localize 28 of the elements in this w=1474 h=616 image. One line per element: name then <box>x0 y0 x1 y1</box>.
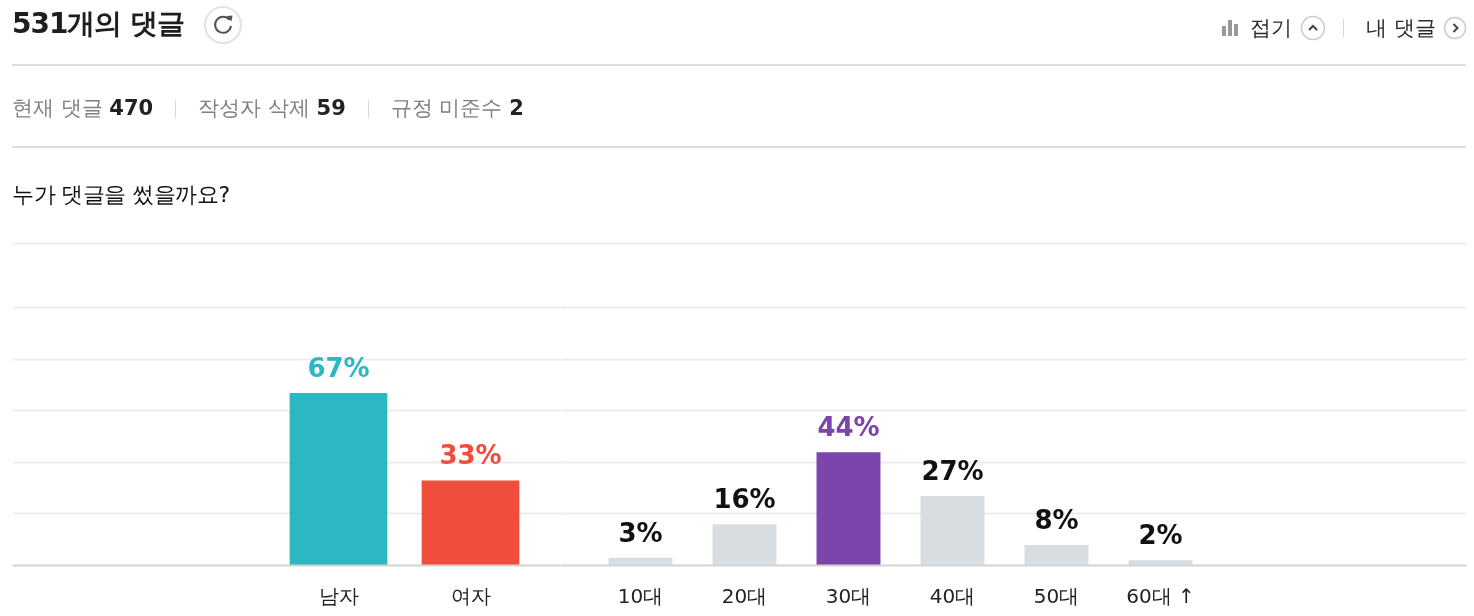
text: 접기 <box>1250 15 1292 42</box>
x-tick-label: 여자 <box>450 583 491 608</box>
x-tick-label: 60대 ↑ <box>1126 583 1195 608</box>
text: 내 댓글 <box>1366 15 1436 42</box>
data-label: 16% <box>713 484 776 515</box>
data-label: 67% <box>307 352 370 383</box>
x-tick-label: 50대 <box>1033 583 1080 608</box>
text: 현재 댓글 470 <box>12 96 154 120</box>
x-tick-label: 20대 <box>721 583 768 608</box>
text: 규정 미준수 2 <box>390 96 524 120</box>
text: 531개의 댓글 <box>12 6 185 42</box>
x-tick-label: 40대 <box>929 583 976 608</box>
data-label: 2% <box>1138 520 1183 551</box>
x-tick-label: 30대 <box>825 583 872 608</box>
data-label: 3% <box>618 517 663 548</box>
text: 작성자 삭제 59 <box>198 96 346 120</box>
bar <box>1024 544 1089 566</box>
data-label: 8% <box>1034 504 1079 535</box>
bar <box>712 524 777 566</box>
bar <box>1128 560 1193 566</box>
x-tick-label: 10대 <box>617 583 664 608</box>
data-label: 27% <box>921 455 984 486</box>
x-tick-label: 남자 <box>318 583 359 608</box>
data-label: 44% <box>817 412 880 443</box>
data-label: 33% <box>439 440 502 471</box>
bar <box>920 495 985 566</box>
chart-title: 누가 댓글을 썼을까요? <box>12 181 231 209</box>
bar <box>816 452 881 566</box>
